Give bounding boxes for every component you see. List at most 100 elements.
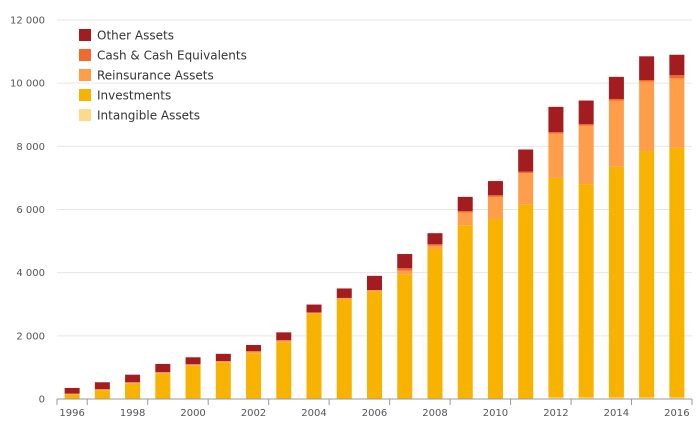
bar-segment <box>578 100 594 125</box>
bar-segment <box>608 100 624 167</box>
bar-segment <box>215 361 231 363</box>
x-tick-label: 1998 <box>120 408 145 419</box>
y-tick-label: 8 000 <box>16 142 45 153</box>
bar-segment <box>578 184 594 398</box>
bar-segment <box>427 248 443 399</box>
bar-segment <box>669 147 685 398</box>
bar-segment <box>215 362 231 399</box>
bar-segment <box>336 299 352 399</box>
x-tick-label: 2006 <box>362 408 387 419</box>
y-tick-label: 0 <box>39 395 45 406</box>
bar-segment <box>608 397 624 399</box>
bar-segment <box>669 78 685 148</box>
bar-segment <box>367 291 382 399</box>
bar-segment <box>608 98 624 101</box>
x-tick-label: 2002 <box>241 408 266 419</box>
x-tick-label: 1996 <box>59 408 84 419</box>
bar-segment <box>64 387 80 394</box>
bar-segment <box>397 268 413 271</box>
legend-swatch <box>79 29 91 41</box>
bar-segment <box>367 290 382 292</box>
bar-segment <box>306 313 322 399</box>
bar-segment <box>397 274 413 399</box>
bar-segment <box>518 173 534 205</box>
bar-segment <box>427 245 443 249</box>
bar-segment <box>518 171 534 174</box>
bar-segment <box>336 297 352 300</box>
bar-segment <box>276 332 292 341</box>
bar-segment <box>306 312 322 314</box>
bar-segment <box>548 397 564 399</box>
bar-segment <box>548 132 564 134</box>
bar-segment <box>548 106 564 133</box>
bar-segment <box>669 75 685 79</box>
x-tick-label: 2004 <box>301 408 326 419</box>
bar-segment <box>185 364 201 366</box>
legend-swatch <box>79 109 91 121</box>
bar-segment <box>94 390 110 399</box>
y-tick-label: 4 000 <box>16 268 45 279</box>
bar-segment <box>548 177 564 398</box>
y-tick-label: 12 000 <box>10 16 45 27</box>
bar-segment <box>155 363 171 373</box>
bar-segment <box>276 340 292 343</box>
bar-segment <box>155 373 171 399</box>
x-tick-label: 2012 <box>543 408 568 419</box>
bar-segment <box>397 270 413 275</box>
bar-segment <box>578 125 594 185</box>
y-tick-label: 6 000 <box>16 205 45 216</box>
legend-label: Cash & Cash Equivalents <box>97 49 247 63</box>
x-tick-label: 2008 <box>422 408 447 419</box>
bar-segment <box>125 382 141 384</box>
bar-segment <box>427 244 443 246</box>
bar-segment <box>367 275 382 291</box>
bar-segment <box>246 351 262 354</box>
y-tick-label: 10 000 <box>10 79 45 90</box>
bar-segment <box>669 397 685 399</box>
bar-segment <box>64 393 80 395</box>
bar-segment <box>276 342 292 399</box>
bar-segment <box>608 76 624 99</box>
bar-segment <box>397 254 413 269</box>
bar-segment <box>125 374 141 383</box>
bar-segment <box>578 397 594 399</box>
axes: 0 2 000 4 000 6 000 8 000 10 000 12 000 1996 199… <box>10 16 693 419</box>
legend-swatch <box>79 49 91 61</box>
bar-segment <box>639 56 655 81</box>
legend-swatch <box>79 69 91 81</box>
bar-segment <box>185 365 201 399</box>
bars <box>64 54 685 399</box>
bar-segment <box>457 196 473 212</box>
bar-segment <box>457 212 473 226</box>
x-tick-label: 2016 <box>664 408 689 419</box>
bar-segment <box>427 233 443 245</box>
legend-swatch <box>79 89 91 101</box>
bar-segment <box>306 304 322 313</box>
bar-segment <box>639 80 655 82</box>
legend-label: Investments <box>97 89 171 103</box>
bar-segment <box>336 288 352 298</box>
bar-segment <box>125 383 141 399</box>
bar-segment <box>487 218 503 399</box>
bar-segment <box>457 225 473 399</box>
legend-label: Other Assets <box>97 29 174 43</box>
bar-segment <box>487 181 503 196</box>
bar-segment <box>215 353 231 362</box>
x-tick-label: 2014 <box>604 408 629 419</box>
bar-segment <box>94 389 110 391</box>
bar-segment <box>518 149 534 172</box>
legend-label: Intangible Assets <box>97 109 200 123</box>
y-tick-label: 2 000 <box>16 331 45 342</box>
bar-segment <box>639 81 655 152</box>
x-tick-label: 2000 <box>180 408 205 419</box>
bar-segment <box>639 397 655 399</box>
bar-segment <box>518 204 534 399</box>
bar-segment <box>487 195 503 197</box>
bar-segment <box>669 54 685 76</box>
bar-segment <box>64 394 80 399</box>
bar-segment <box>457 211 473 213</box>
bar-segment <box>185 357 201 365</box>
bar-segment <box>639 151 655 398</box>
bar-segment <box>155 372 171 374</box>
